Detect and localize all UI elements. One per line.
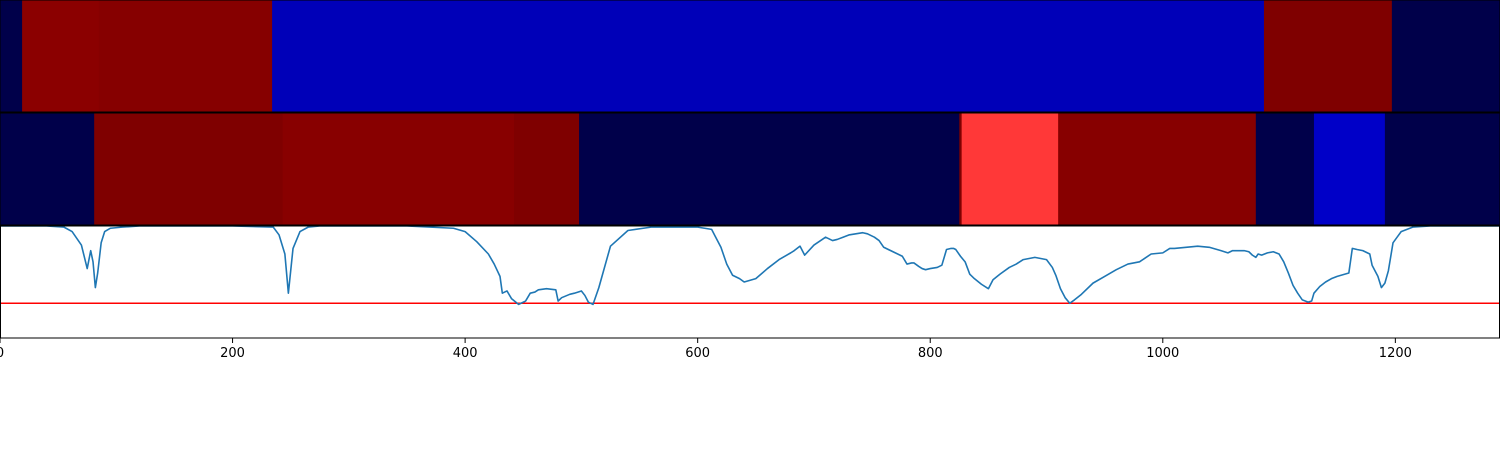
- heatmap-segment: [513, 113, 580, 225]
- heatmap-segment: [22, 0, 100, 112]
- heatmap-strip-middle: [0, 112, 1500, 226]
- x-tick-label: 1000: [1146, 346, 1179, 361]
- heatmap-segment: [282, 113, 515, 225]
- line-plot-panel: 0 200 400 600 800 1000 1200: [0, 225, 1500, 361]
- heatmap-segment: [94, 113, 284, 225]
- x-tick-label: 200: [220, 346, 245, 361]
- heatmap-segment: [961, 113, 1059, 225]
- heatmap-segment: [98, 0, 273, 112]
- heatmap-segment: [959, 113, 963, 225]
- heatmap-strip-top: [0, 0, 1500, 113]
- heatmap-segment: [1058, 113, 1257, 225]
- heatmap-segment: [1384, 113, 1500, 225]
- line-plot-background: [0, 226, 1500, 338]
- heatmap-segment: [0, 0, 23, 112]
- heatmap-segment: [579, 113, 960, 225]
- heatmap-top-segments: [0, 0, 1500, 112]
- heatmap-segment: [1391, 0, 1500, 112]
- x-tick-label: 800: [918, 346, 943, 361]
- x-tick-label: 1200: [1379, 346, 1412, 361]
- x-axis: 0 200 400 600 800 1000 1200: [0, 338, 1412, 361]
- x-tick-label: 400: [453, 346, 478, 361]
- series-line: [0, 226, 1500, 306]
- heatmap-middle-frame: [0, 112, 1500, 226]
- heatmap-segment: [0, 113, 95, 225]
- heatmap-segment: [272, 0, 1265, 112]
- x-tick-label: 0: [0, 346, 4, 361]
- heatmap-segment: [1255, 113, 1315, 225]
- heatmap-segment: [1263, 0, 1393, 112]
- heatmap-segment: [1313, 113, 1386, 225]
- x-tick-label: 600: [685, 346, 710, 361]
- heatmap-top-frame: [0, 0, 1500, 113]
- heatmap-middle-segments: [0, 113, 1500, 225]
